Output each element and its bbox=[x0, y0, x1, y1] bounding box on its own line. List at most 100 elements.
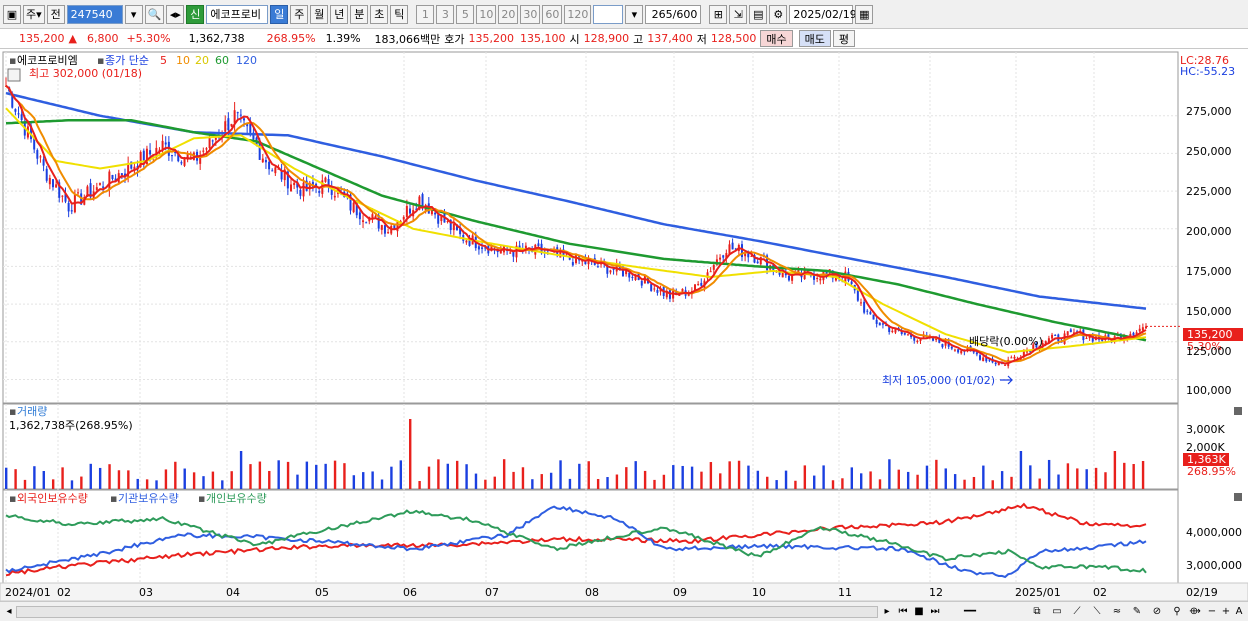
table-icon[interactable] bbox=[7, 68, 21, 82]
volume-bar bbox=[221, 480, 224, 489]
candle-body bbox=[784, 272, 787, 276]
auto-icon[interactable]: A bbox=[1235, 606, 1243, 617]
candle-body bbox=[296, 181, 299, 188]
code-dropdown-icon[interactable]: ▾ bbox=[124, 4, 143, 24]
candle-body bbox=[571, 262, 574, 266]
num-30[interactable]: 30 bbox=[520, 4, 541, 24]
period-day[interactable]: 일 bbox=[270, 4, 289, 24]
candle-body bbox=[606, 263, 609, 274]
zoom-plus-icon[interactable]: + bbox=[1221, 606, 1231, 617]
volume-bar bbox=[409, 419, 412, 489]
x-label-12: 12 bbox=[929, 586, 943, 599]
line-tool-icon[interactable]: ⟋ bbox=[1073, 606, 1081, 617]
candle-body bbox=[227, 118, 230, 131]
trend-tool-icon[interactable]: ⟍ bbox=[1093, 606, 1101, 617]
average-button[interactable]: 평 bbox=[832, 30, 856, 47]
zoom-fit-icon[interactable]: ▭ bbox=[1052, 606, 1062, 617]
scroll-left-icon[interactable]: ◂ bbox=[6, 606, 12, 617]
market-select[interactable]: 주 ▾ bbox=[23, 4, 45, 24]
rewind-icon[interactable]: ⏮ bbox=[898, 606, 908, 617]
period-year[interactable]: 년 bbox=[330, 4, 349, 24]
volume-bar bbox=[80, 476, 83, 489]
candle-body bbox=[45, 168, 48, 181]
candle-body bbox=[30, 125, 33, 140]
period-tick[interactable]: 틱 bbox=[390, 4, 409, 24]
candle-body bbox=[61, 195, 64, 197]
search-icon[interactable]: 🔍 bbox=[144, 4, 165, 24]
lock-icon[interactable]: ⊘ bbox=[1152, 606, 1162, 617]
candle-body bbox=[997, 362, 1000, 366]
vol-panel-close-icon[interactable] bbox=[1234, 407, 1242, 415]
volume-bar bbox=[465, 464, 468, 489]
window-icon[interactable]: ▣ bbox=[3, 4, 21, 24]
volume-bar bbox=[1038, 478, 1041, 489]
candle-body bbox=[409, 208, 412, 214]
custom-dropdown-icon[interactable]: ▾ bbox=[625, 4, 644, 24]
num-60[interactable]: 60 bbox=[542, 4, 563, 24]
zoom-in-icon[interactable]: ⚲ bbox=[1173, 606, 1181, 617]
num-1[interactable]: 1 bbox=[416, 4, 435, 24]
sell-button[interactable]: 매도 bbox=[798, 30, 831, 47]
ask: 135,200 bbox=[468, 32, 515, 45]
scroll-right-icon[interactable]: ▸ bbox=[884, 606, 890, 617]
count-field[interactable]: 265/600 bbox=[645, 4, 702, 24]
speaker-icon[interactable]: ◂▸ bbox=[166, 4, 185, 24]
chart-svg[interactable]: ▪ 에코프로비엠 ▪ 종가 단순 5 10 20 60 120 최고 302,0… bbox=[0, 49, 1248, 601]
num-20[interactable]: 20 bbox=[498, 4, 519, 24]
period-second[interactable]: 초 bbox=[370, 4, 389, 24]
hold-legend-dot-3: ▪ bbox=[198, 492, 205, 505]
candle-body bbox=[941, 344, 944, 348]
candle-body bbox=[249, 123, 252, 133]
fib-tool-icon[interactable]: ≈ bbox=[1112, 606, 1122, 617]
candle-body bbox=[252, 132, 255, 140]
period-minute[interactable]: 분 bbox=[350, 4, 369, 24]
hold-panel-close-icon[interactable] bbox=[1234, 493, 1242, 501]
stock-name-field[interactable]: 에코프로비 bbox=[206, 4, 269, 24]
forward-icon[interactable]: ⏭ bbox=[930, 606, 940, 617]
amount: 183,066백만 bbox=[374, 32, 441, 46]
candle-body bbox=[14, 109, 17, 112]
crosshair-icon[interactable]: ⊞ bbox=[709, 4, 728, 24]
zoom-box-icon[interactable]: ⧉ bbox=[1033, 606, 1041, 617]
current-price-tag bbox=[1183, 328, 1243, 341]
candle-body bbox=[621, 267, 624, 277]
x-label-2025-01: 2025/01 bbox=[1015, 586, 1061, 599]
scrollbar[interactable] bbox=[16, 606, 878, 618]
settings-icon[interactable]: ⚙ bbox=[769, 4, 788, 24]
custom-number-input[interactable] bbox=[593, 4, 624, 24]
num-3[interactable]: 3 bbox=[436, 4, 455, 24]
chart-labels bbox=[1000, 325, 1182, 385]
period-week[interactable]: 주 bbox=[290, 4, 309, 24]
code-input[interactable]: 247540 bbox=[66, 4, 123, 24]
zoom-slider[interactable]: ━━ bbox=[963, 606, 977, 617]
chart-area[interactable]: ▪ 에코프로비엠 ▪ 종가 단순 5 10 20 60 120 최고 302,0… bbox=[0, 49, 1248, 601]
prev-button[interactable]: 전 bbox=[46, 4, 65, 24]
candle-body bbox=[124, 173, 127, 177]
volume-bar bbox=[315, 464, 318, 489]
volume-bar bbox=[568, 478, 572, 489]
link-icon[interactable]: ⟴ bbox=[1189, 606, 1201, 617]
candle-body bbox=[1138, 328, 1141, 332]
volume-bar bbox=[343, 463, 346, 489]
volume-bar bbox=[305, 461, 309, 489]
x-label-07: 07 bbox=[485, 586, 499, 599]
num-10[interactable]: 10 bbox=[476, 4, 497, 24]
candle-body bbox=[612, 268, 615, 270]
date-field[interactable]: 2025/02/19 bbox=[789, 4, 857, 24]
pen-tool-icon[interactable]: ✎ bbox=[1132, 606, 1142, 617]
period-month[interactable]: 월 bbox=[310, 4, 329, 24]
volume-bar bbox=[831, 480, 835, 489]
ma120-label: 120 bbox=[236, 54, 257, 67]
num-5[interactable]: 5 bbox=[456, 4, 475, 24]
buy-button[interactable]: 매수 bbox=[760, 30, 793, 47]
candle-body bbox=[355, 202, 358, 216]
calendar-icon[interactable]: ▦ bbox=[855, 4, 874, 24]
zoom-out-icon[interactable]: − bbox=[1207, 606, 1217, 617]
compare-icon[interactable]: ⇲ bbox=[729, 4, 748, 24]
legend-dot-2: ▪ bbox=[97, 54, 104, 67]
stop-icon[interactable]: ■ bbox=[914, 606, 924, 617]
num-120[interactable]: 120 bbox=[564, 4, 592, 24]
volume-bar bbox=[1104, 472, 1107, 489]
save-icon[interactable]: ▤ bbox=[749, 4, 768, 24]
volume-bar bbox=[822, 465, 825, 489]
